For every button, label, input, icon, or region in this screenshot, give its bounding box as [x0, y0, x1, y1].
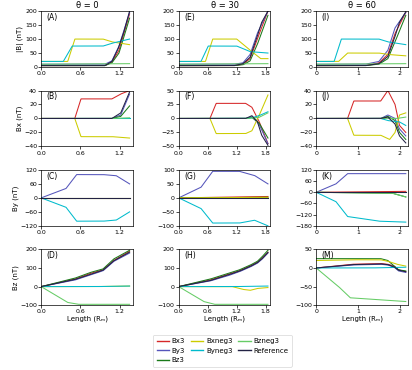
Text: (F): (F)	[184, 92, 194, 101]
Text: (G): (G)	[184, 172, 196, 181]
Text: (K): (K)	[322, 172, 333, 181]
Text: (B): (B)	[47, 92, 58, 101]
Y-axis label: Bz (nT): Bz (nT)	[12, 265, 19, 290]
X-axis label: Length (Rₘ): Length (Rₘ)	[342, 316, 383, 322]
X-axis label: Length (Rₘ): Length (Rₘ)	[204, 316, 245, 322]
Title: θ = 0: θ = 0	[76, 1, 98, 10]
Text: (I): (I)	[322, 13, 330, 22]
Y-axis label: |B| (nT): |B| (nT)	[17, 26, 24, 52]
Text: (D): (D)	[47, 251, 59, 260]
Title: θ = 60: θ = 60	[348, 1, 376, 10]
Legend: Bx3, By3, Bz3, Bxneg3, Byneg3, Bzneg3, Reference: Bx3, By3, Bz3, Bxneg3, Byneg3, Bzneg3, R…	[153, 334, 292, 367]
Text: (C): (C)	[47, 172, 58, 181]
X-axis label: Length (Rₘ): Length (Rₘ)	[66, 316, 108, 322]
Text: (A): (A)	[47, 13, 58, 22]
Text: (J): (J)	[322, 92, 330, 101]
Text: (M): (M)	[322, 251, 334, 260]
Text: (H): (H)	[184, 251, 196, 260]
Title: θ = 30: θ = 30	[211, 1, 239, 10]
Text: (E): (E)	[184, 13, 195, 22]
Y-axis label: By (nT): By (nT)	[12, 185, 19, 211]
Y-axis label: Bx (nT): Bx (nT)	[16, 106, 23, 131]
